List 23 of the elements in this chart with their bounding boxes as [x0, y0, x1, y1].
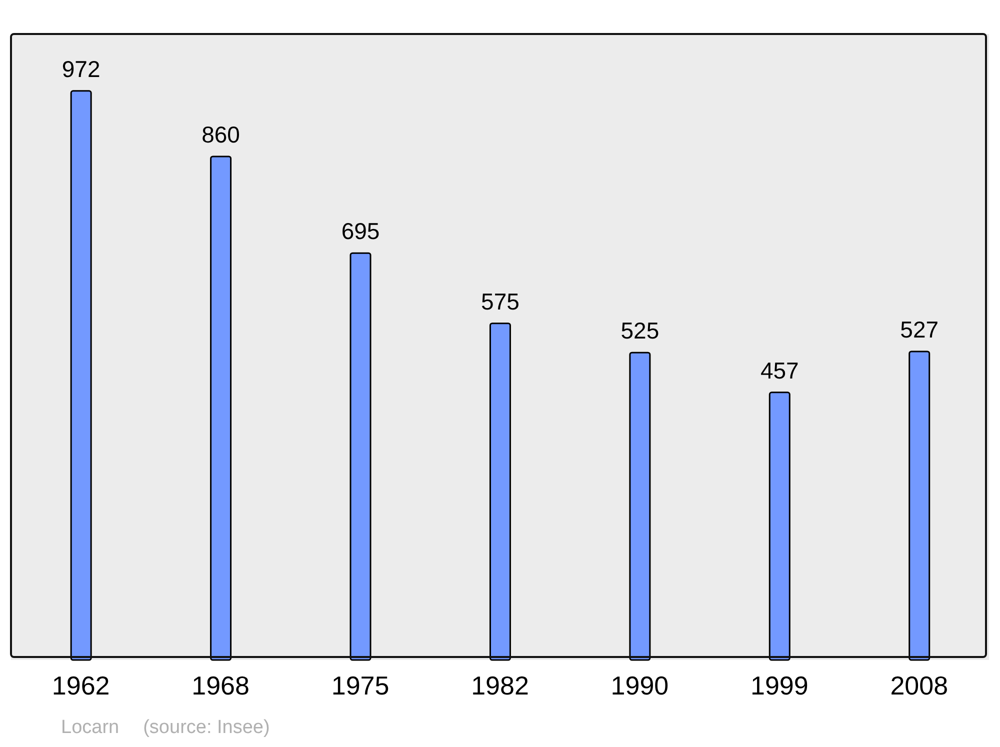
- data-label: 575: [481, 288, 520, 314]
- bar: [908, 350, 930, 661]
- data-label: 525: [620, 318, 660, 344]
- bar: [768, 392, 790, 661]
- text: (source: Insee): [143, 717, 270, 739]
- x-tick-label: 1982: [471, 670, 529, 700]
- data-label: 860: [202, 121, 240, 148]
- x-tick-label: 2008: [890, 670, 948, 700]
- data-label: 527: [900, 316, 939, 342]
- bar: [489, 322, 511, 661]
- data-label: 695: [341, 218, 380, 244]
- x-tick-label: 1962: [52, 670, 110, 700]
- x-tick-label: 1999: [750, 670, 808, 700]
- data-label: 457: [760, 357, 799, 384]
- x-tick-label: 1975: [331, 670, 390, 700]
- text: Locarn: [61, 717, 120, 739]
- x-tick-label: 1990: [610, 670, 669, 700]
- bar: [350, 252, 372, 661]
- bar: [629, 352, 651, 661]
- data-label: 972: [62, 56, 100, 82]
- x-tick-label: 1968: [192, 670, 250, 700]
- bar: [70, 90, 92, 661]
- bar: [210, 156, 232, 661]
